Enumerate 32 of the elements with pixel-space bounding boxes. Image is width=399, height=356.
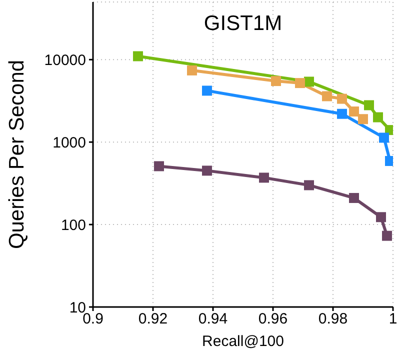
point [133,51,143,62]
x-tick-label: 0.94 [198,310,228,328]
point [154,161,164,172]
point [271,76,281,86]
x-axis-title: Recall@100 [202,333,284,350]
point [337,108,347,119]
x-tick-label: 0.92 [138,310,168,328]
point [382,230,392,241]
x-tick-label: 0.98 [318,310,348,328]
x-tick-label: 1 [388,310,398,328]
point [376,212,386,222]
point [187,65,197,76]
point [337,94,347,104]
point [349,106,359,116]
point [349,192,359,203]
point [304,180,314,190]
point [304,76,314,87]
text: GIST1M [202,12,284,36]
point [379,132,389,143]
point [373,112,383,122]
point [202,86,212,96]
y-axis-title: Queries Per Second [5,60,28,250]
point [295,78,305,88]
point [358,114,368,124]
y-tick-label: 1000 [52,134,86,152]
y-tick-label: 100 [60,216,86,234]
y-tick-label: 10000 [44,52,86,69]
x-tick-label: 0.96 [258,310,288,328]
point [202,166,212,176]
point [322,91,332,102]
point [364,100,374,110]
point [259,172,269,183]
